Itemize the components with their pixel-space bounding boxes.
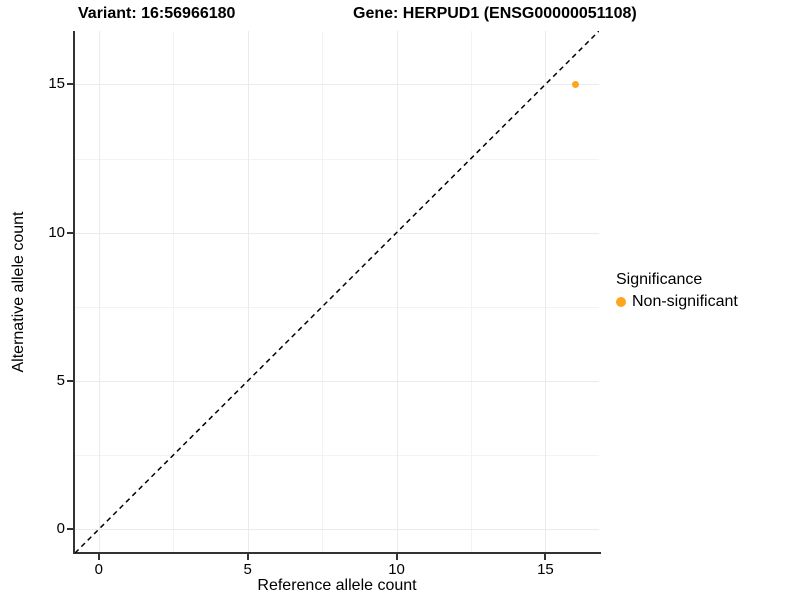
y-axis-title: Alternative allele count [10,211,27,373]
legend: Significance Non-significant [616,270,738,311]
x-tick-label: 5 [243,561,252,578]
y-axis-line [73,31,75,554]
minor-gridline-vertical [322,31,324,553]
x-axis-tick [395,554,398,560]
major-gridline-vertical [396,31,398,553]
data-point [571,80,579,88]
x-tick-label: 10 [388,561,405,578]
x-tick-label: 0 [94,561,103,578]
plot-title-gene: Gene: HERPUD1 (ENSG00000051108) [353,5,637,22]
minor-gridline-horizontal [75,158,599,160]
legend-item-label: Non-significant [632,293,738,310]
major-gridline-vertical [98,31,100,553]
major-gridline-horizontal [75,529,599,531]
legend-item-non-significant: Non-significant [616,293,738,311]
major-gridline-horizontal [75,84,599,86]
y-tick-label: 10 [48,223,65,241]
x-axis-tick [97,554,100,560]
y-axis-tick [67,231,73,234]
major-gridline-vertical [247,31,249,553]
x-tick-label: 15 [537,561,554,578]
x-axis-title: Reference allele count [257,577,417,594]
legend-title: Significance [616,271,703,288]
plot-panel [75,31,599,553]
major-gridline-vertical [545,31,547,553]
x-axis-line [73,552,601,554]
y-tick-label: 5 [56,371,65,389]
plot-title-variant: Variant: 16:56966180 [78,5,236,22]
minor-gridline-vertical [470,31,472,553]
minor-gridline-horizontal [75,306,599,308]
legend-point-icon [616,297,626,307]
x-axis-tick [246,554,249,560]
y-axis-tick [67,379,73,382]
y-tick-label: 15 [48,75,65,93]
y-axis-tick [67,83,73,86]
y-axis-tick [67,528,73,531]
x-axis-tick [544,554,547,560]
y-tick-label: 0 [56,520,65,538]
identity-line [75,31,599,553]
minor-gridline-horizontal [75,455,599,457]
minor-gridline-vertical [173,31,175,553]
major-gridline-horizontal [75,380,599,382]
major-gridline-horizontal [75,232,599,234]
